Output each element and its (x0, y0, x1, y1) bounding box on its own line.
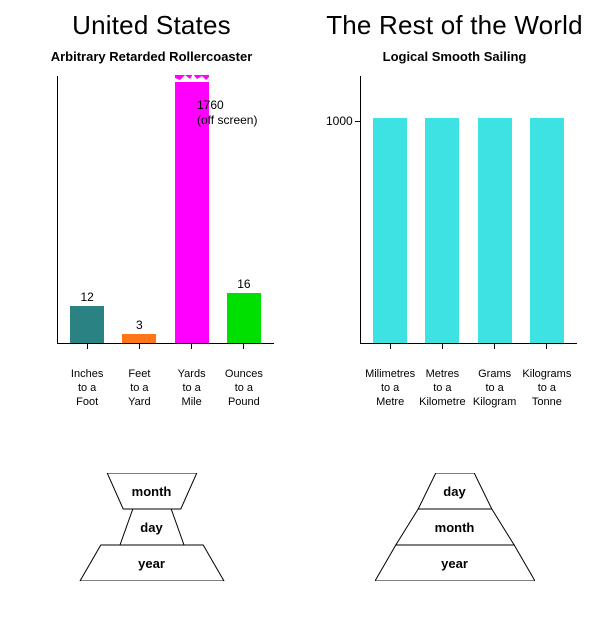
us-x-ticks (57, 344, 274, 349)
bar-value-label: 3 (136, 318, 143, 332)
x-axis-label: Yardsto aMile (166, 368, 218, 409)
bar-group: 3 (115, 334, 163, 343)
bar: 16 (227, 293, 261, 343)
world-pyramid: daymonthyear (375, 473, 535, 581)
bar-group (471, 118, 519, 343)
bar (425, 118, 459, 343)
us-chart: 12 3 16 1760(off screen) (29, 76, 274, 366)
bar-group (418, 118, 466, 343)
x-axis-label: Milimetresto aMetre (364, 368, 416, 409)
bar-group (523, 118, 571, 343)
x-axis-label: Feetto aYard (113, 368, 165, 409)
x-axis-label: Gramsto aKilogram (469, 368, 521, 409)
bar: 12 (70, 306, 104, 343)
x-axis-label: Inchesto aFoot (61, 368, 113, 409)
bar-group: 12 (63, 306, 111, 343)
pyramid-tier: day (72, 509, 232, 545)
bar (530, 118, 564, 343)
us-offscreen-label: 1760(off screen) (197, 98, 257, 128)
pyramid-tier: month (375, 509, 535, 545)
us-title: United States (72, 10, 231, 41)
us-column: United States Arbitrary Retarded Rollerc… (0, 10, 303, 581)
world-y-label: 1000 (326, 114, 353, 128)
bar-value-label: 12 (80, 290, 93, 304)
bar (478, 118, 512, 343)
bar-value-label: 16 (237, 277, 250, 291)
world-y-tick (355, 121, 360, 122)
x-axis-label: Kilogramsto aTonne (521, 368, 573, 409)
world-chart: 1000 (332, 76, 577, 366)
x-axis-label: Ouncesto aPound (218, 368, 270, 409)
us-pyramid: monthdayyear (72, 473, 232, 581)
bar: 3 (122, 334, 156, 343)
pyramid-tier: year (375, 545, 535, 581)
pyramid-tier: day (375, 473, 535, 509)
world-bars (360, 76, 577, 343)
torn-edge (175, 74, 209, 82)
us-subtitle: Arbitrary Retarded Rollercoaster (51, 49, 253, 64)
us-x-labels: Inchesto aFootFeetto aYardYardsto aMileO… (57, 368, 274, 409)
world-x-ticks (360, 344, 577, 349)
world-title: The Rest of the World (326, 10, 583, 41)
bar-group: 16 (220, 293, 268, 343)
world-subtitle: Logical Smooth Sailing (383, 49, 527, 64)
world-x-labels: Milimetresto aMetreMetresto aKilometreGr… (360, 368, 577, 409)
pyramid-tier: month (72, 473, 232, 509)
world-column: The Rest of the World Logical Smooth Sai… (303, 10, 606, 581)
pyramid-tier: year (72, 545, 232, 581)
x-axis-label: Metresto aKilometre (416, 368, 468, 409)
bar-group (366, 118, 414, 343)
bar (373, 118, 407, 343)
